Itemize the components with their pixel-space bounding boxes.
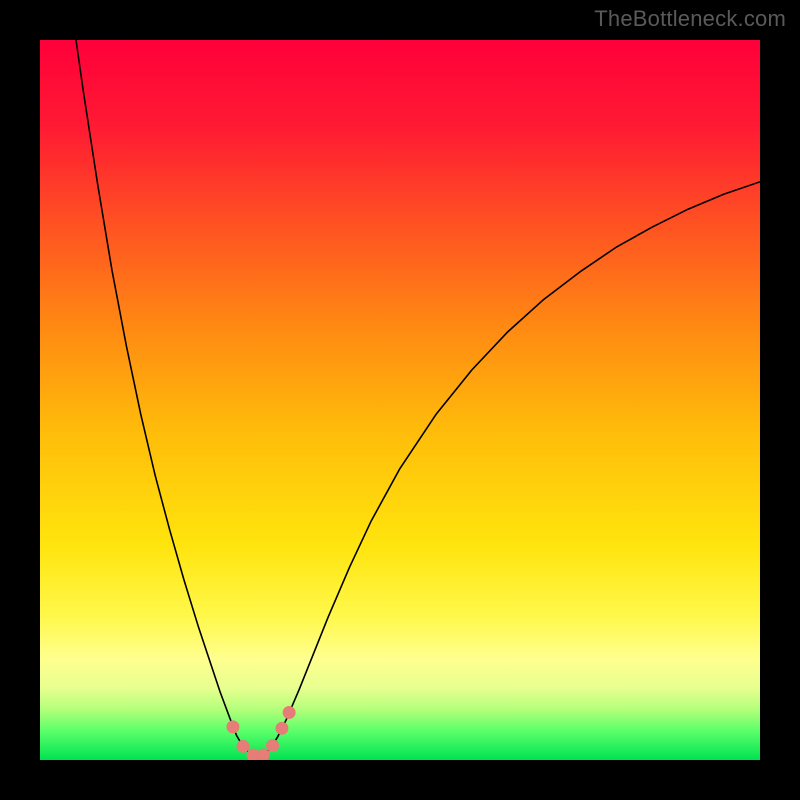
plot-area: [40, 40, 760, 760]
watermark-text: TheBottleneck.com: [594, 6, 786, 32]
chart-frame: TheBottleneck.com: [0, 0, 800, 800]
curve-marker: [257, 749, 269, 760]
curve-marker: [237, 740, 249, 752]
curve-marker: [276, 722, 288, 734]
chart-svg: [40, 40, 760, 760]
curve-marker: [267, 740, 279, 752]
curve-marker: [227, 721, 239, 733]
curve-marker: [283, 706, 295, 718]
chart-background: [40, 40, 760, 760]
